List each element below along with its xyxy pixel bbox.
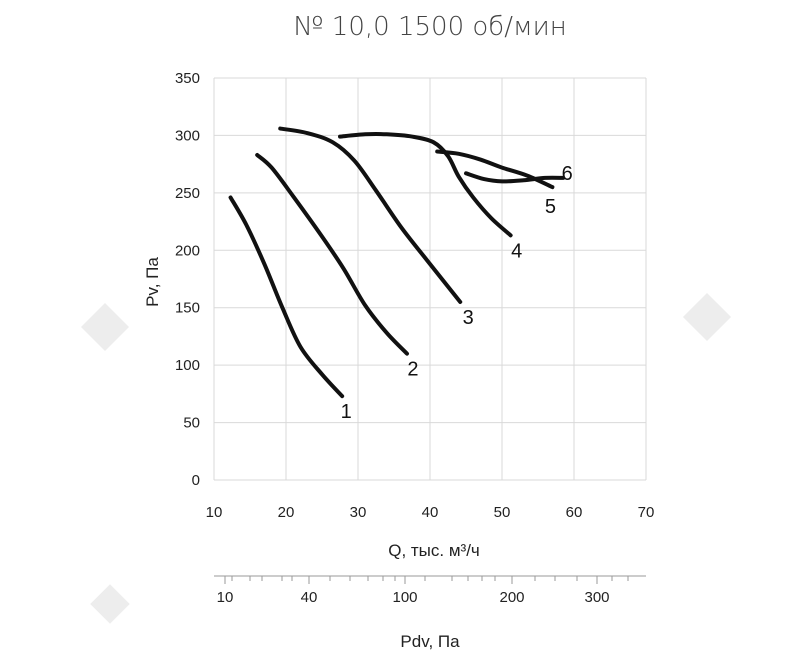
- grid-lines: [213, 77, 647, 481]
- x-tick-label: 70: [638, 504, 655, 521]
- x-tick-label: 50: [494, 504, 511, 521]
- curve-label-1: 1: [341, 401, 352, 423]
- curve-label-5: 5: [545, 196, 556, 218]
- y-axis-label: Pv, Па: [143, 257, 162, 307]
- watermark: [80, 292, 732, 624]
- curve-3: [278, 126, 463, 304]
- x-tick-label: 10: [206, 504, 223, 521]
- y-tick-labels: 0 50 100 150 200 250 300 350: [175, 70, 200, 489]
- y-tick-label: 100: [175, 357, 200, 374]
- y-tick-label: 50: [183, 415, 200, 432]
- curves: [228, 126, 566, 399]
- curve-labels: 1 2 3 4 56: [341, 163, 573, 423]
- y-tick-label: 350: [175, 70, 200, 87]
- x-tick-labels: 10 20 30 40 50 60 70: [206, 504, 655, 521]
- y-tick-label: 150: [175, 300, 200, 317]
- chart-title: № 10,0 1500 об/мин: [293, 12, 566, 42]
- x-tick-label: 60: [566, 504, 583, 521]
- y-tick-label: 200: [175, 242, 200, 259]
- secondary-x-tick-labels: 10 40 100 200 300: [217, 589, 610, 606]
- curve-label-4: 4: [511, 240, 522, 262]
- y-tick-label: 300: [175, 127, 200, 144]
- secondary-tick-label: 100: [392, 589, 417, 606]
- curve-1: [228, 195, 345, 399]
- curve-4: [338, 131, 513, 238]
- curve-5: [435, 149, 555, 190]
- secondary-axis: [214, 575, 646, 584]
- x-tick-label: 30: [350, 504, 367, 521]
- y-tick-label: 250: [175, 185, 200, 202]
- secondary-tick-label: 300: [584, 589, 609, 606]
- curve-label-2: 2: [407, 359, 418, 381]
- x-axis-label: Q, тыс. м³/ч: [388, 541, 480, 560]
- y-tick-label: 0: [192, 472, 200, 489]
- secondary-tick-label: 10: [217, 589, 234, 606]
- x-tick-label: 40: [422, 504, 439, 521]
- curve-6: [464, 171, 566, 184]
- curve-label-3: 3: [463, 307, 474, 329]
- curve-label-6: 6: [562, 163, 573, 185]
- secondary-tick-label: 200: [499, 589, 524, 606]
- x-tick-label: 20: [278, 504, 295, 521]
- secondary-x-axis-label: Pdv, Па: [400, 632, 460, 651]
- secondary-tick-label: 40: [301, 589, 318, 606]
- curve-2: [255, 152, 409, 356]
